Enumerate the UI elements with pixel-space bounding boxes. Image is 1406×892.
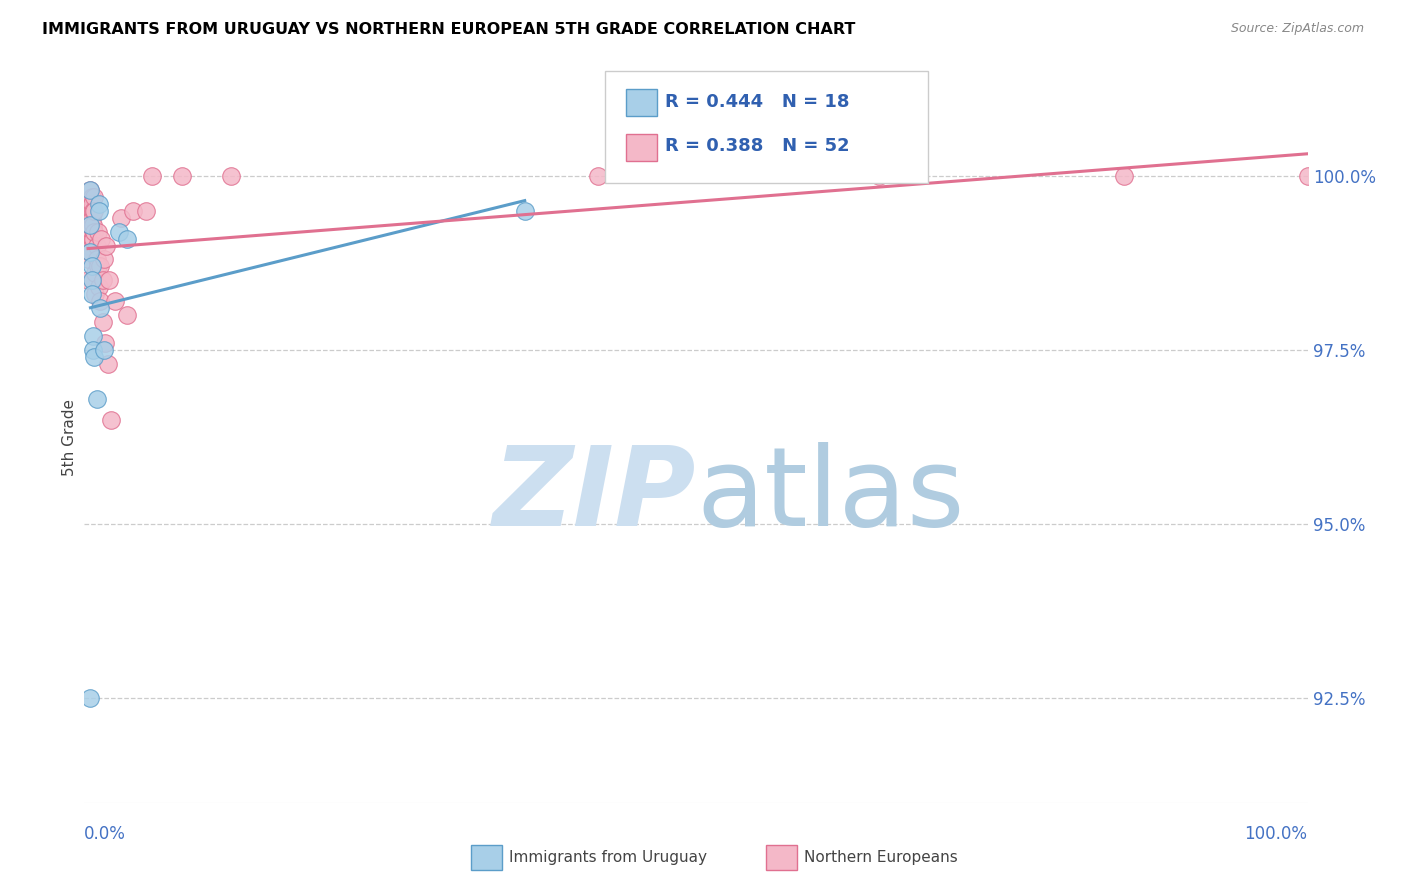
Text: Northern Europeans: Northern Europeans bbox=[804, 850, 957, 864]
Text: Immigrants from Uruguay: Immigrants from Uruguay bbox=[509, 850, 707, 864]
Point bbox=[77, 211, 100, 225]
Point bbox=[77, 273, 100, 287]
Point bbox=[87, 260, 110, 274]
Point bbox=[77, 218, 100, 232]
Point bbox=[100, 412, 122, 426]
Point bbox=[107, 225, 129, 239]
Text: R = 0.388   N = 52: R = 0.388 N = 52 bbox=[665, 137, 849, 155]
Point bbox=[79, 245, 101, 260]
Point bbox=[219, 169, 242, 183]
Point bbox=[91, 273, 114, 287]
Point bbox=[97, 273, 120, 287]
Point bbox=[110, 211, 132, 225]
Text: atlas: atlas bbox=[696, 442, 965, 549]
Point bbox=[79, 196, 101, 211]
Text: Source: ZipAtlas.com: Source: ZipAtlas.com bbox=[1230, 22, 1364, 36]
Point bbox=[96, 238, 118, 252]
Point bbox=[79, 245, 101, 260]
Point bbox=[89, 294, 111, 309]
Point bbox=[77, 238, 100, 252]
Point bbox=[79, 203, 101, 218]
Point bbox=[141, 169, 163, 183]
Point bbox=[82, 329, 104, 343]
Point bbox=[90, 231, 112, 245]
Text: R = 0.444   N = 18: R = 0.444 N = 18 bbox=[665, 93, 849, 111]
Point bbox=[84, 287, 107, 301]
Point bbox=[135, 203, 157, 218]
Text: 0.0%: 0.0% bbox=[84, 825, 127, 843]
Point bbox=[80, 287, 103, 301]
Point bbox=[82, 231, 104, 245]
Point bbox=[77, 196, 100, 211]
Point bbox=[80, 231, 103, 245]
Point bbox=[80, 260, 103, 274]
Point bbox=[82, 218, 104, 232]
Y-axis label: 5th Grade: 5th Grade bbox=[62, 399, 77, 475]
Point bbox=[87, 203, 110, 218]
Point bbox=[80, 190, 103, 204]
Point bbox=[89, 260, 111, 274]
Point bbox=[83, 350, 105, 364]
Point bbox=[1114, 169, 1136, 183]
Point bbox=[79, 183, 101, 197]
Point bbox=[115, 231, 138, 245]
Point bbox=[122, 203, 145, 218]
Point bbox=[91, 315, 114, 329]
Point bbox=[94, 336, 117, 351]
Point bbox=[77, 231, 100, 245]
Point bbox=[79, 218, 101, 232]
Point bbox=[77, 252, 100, 267]
Point bbox=[93, 252, 115, 267]
Point bbox=[869, 169, 891, 183]
Point bbox=[82, 343, 104, 357]
Point bbox=[86, 238, 108, 252]
Point bbox=[115, 308, 138, 322]
Point bbox=[83, 203, 105, 218]
Point bbox=[80, 196, 103, 211]
Point bbox=[104, 294, 127, 309]
Point bbox=[80, 211, 103, 225]
Point bbox=[83, 225, 105, 239]
Point bbox=[89, 301, 111, 316]
Point bbox=[79, 691, 101, 706]
Point bbox=[513, 203, 536, 218]
Point bbox=[86, 392, 108, 406]
Point bbox=[84, 266, 107, 280]
Text: 100.0%: 100.0% bbox=[1244, 825, 1308, 843]
Point bbox=[97, 357, 120, 371]
Point bbox=[172, 169, 194, 183]
Point bbox=[79, 218, 101, 232]
Point bbox=[80, 273, 103, 287]
Point bbox=[87, 196, 110, 211]
Point bbox=[82, 203, 104, 218]
Point bbox=[87, 225, 110, 239]
Point bbox=[87, 280, 110, 294]
Point bbox=[1296, 169, 1319, 183]
Text: ZIP: ZIP bbox=[492, 442, 696, 549]
Text: IMMIGRANTS FROM URUGUAY VS NORTHERN EUROPEAN 5TH GRADE CORRELATION CHART: IMMIGRANTS FROM URUGUAY VS NORTHERN EURO… bbox=[42, 22, 856, 37]
Point bbox=[86, 252, 108, 267]
Point bbox=[79, 183, 101, 197]
Point bbox=[586, 169, 609, 183]
Point bbox=[83, 190, 105, 204]
Point bbox=[93, 343, 115, 357]
